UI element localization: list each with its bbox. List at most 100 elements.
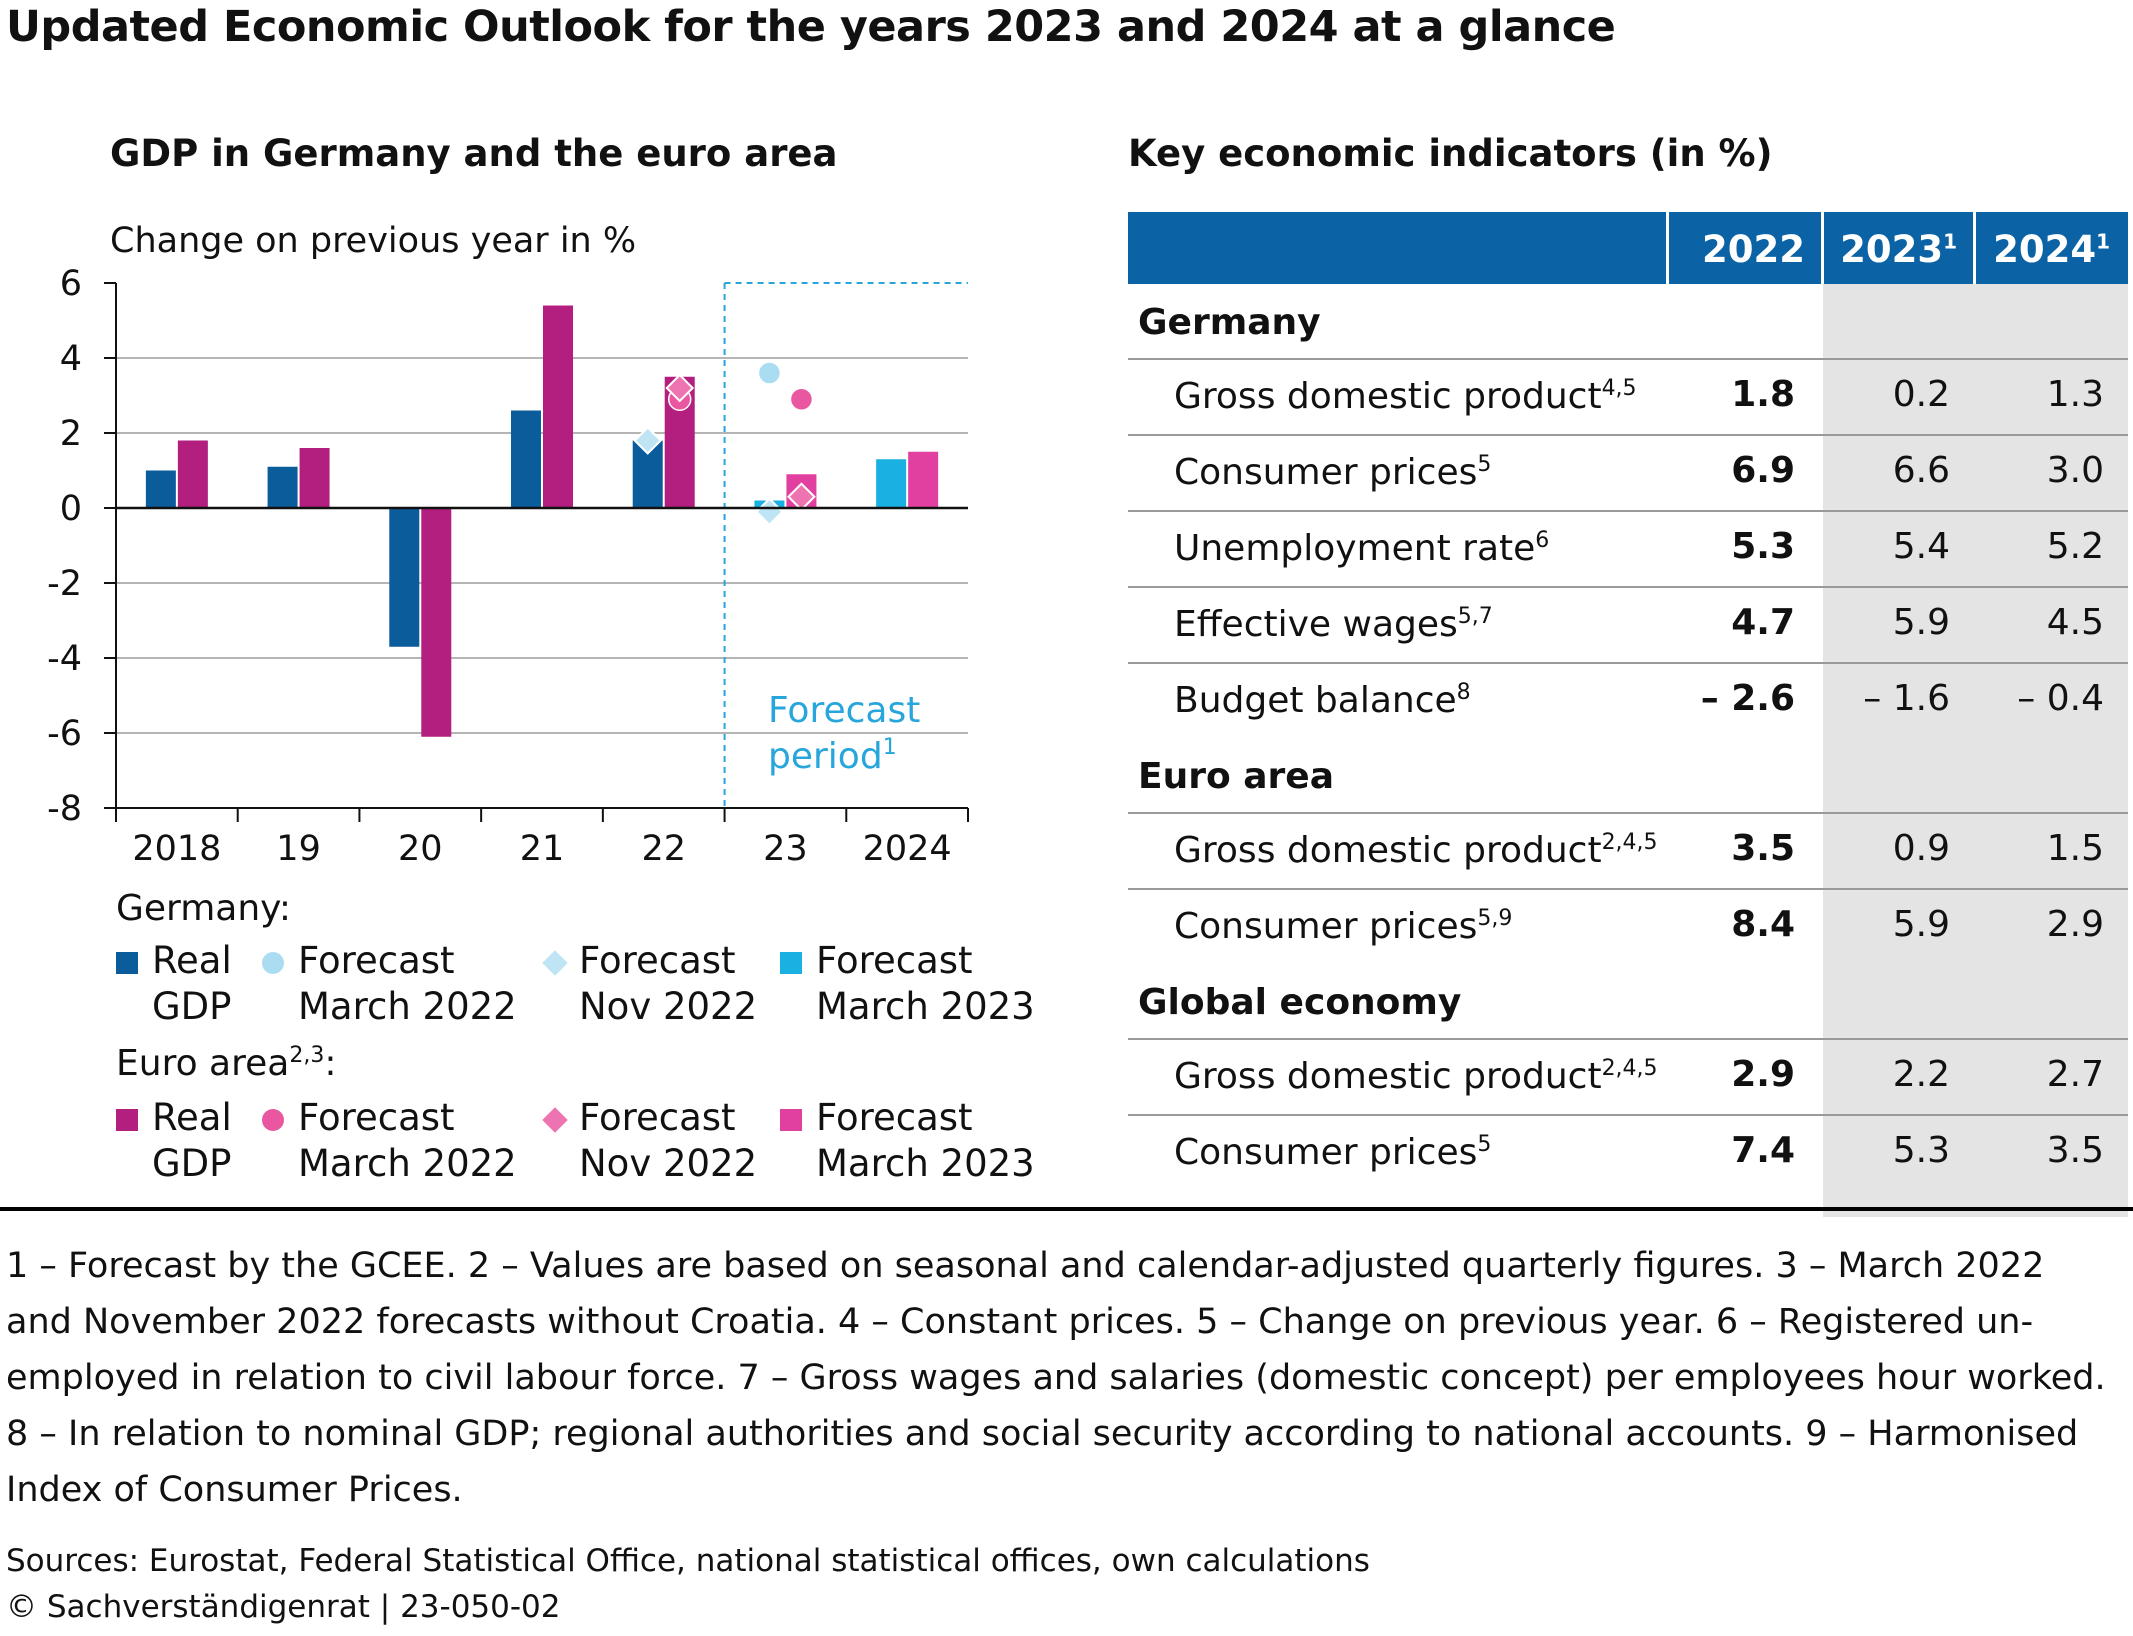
euro-bar-2018 [177, 440, 208, 508]
section-heading: Euro area [1138, 756, 1334, 797]
x-tick-label: 20 [398, 829, 443, 869]
y-tick-label: -8 [47, 789, 82, 829]
y-tick-label: 6 [60, 264, 82, 304]
header-2024: 20241 [1975, 212, 2128, 284]
footnotes: 1 – Forecast by the GCEE. 2 – Values are… [6, 1238, 2106, 1518]
cell-value: 5.4 [1892, 526, 1950, 567]
row-divider [1128, 812, 2128, 814]
x-tick-label: 22 [641, 829, 686, 869]
legend-germany-forecast-square [780, 952, 802, 974]
legend-label-line1: Forecast [579, 939, 736, 982]
footnote-line: 1 – Forecast by the GCEE. 2 – Values are… [6, 1246, 2045, 1286]
germany-forecast-mar2022-point [757, 361, 782, 385]
footnote-line: 8 – In relation to nominal GDP; regional… [6, 1414, 2079, 1454]
row-divider [1128, 1038, 2128, 1040]
legend-euro-circle [262, 1109, 284, 1131]
cell-value: 6.6 [1892, 450, 1950, 491]
copyright-line: © Sachverständigenrat | 23-050-02 [6, 1589, 561, 1625]
cell-value: 5.9 [1892, 602, 1950, 643]
cell-value: 1.3 [2046, 374, 2104, 415]
legend-label-line2: March 2023 [816, 985, 1035, 1028]
cell-value: 6.9 [1731, 450, 1795, 491]
row-label: Gross domestic product4,5 [1174, 376, 1637, 417]
legend-label-line1: Real [152, 1096, 232, 1139]
legend-label-line1: Forecast [298, 939, 455, 982]
germany-bar-21 [511, 410, 541, 508]
row-label: Gross domestic product2,4,5 [1174, 830, 1658, 871]
row-divider [1128, 586, 2128, 588]
row-divider [1128, 662, 2128, 664]
euro-forecast-nov2022-point [787, 482, 816, 512]
footnote-line: Index of Consumer Prices. [6, 1470, 463, 1510]
footnote-line: employed in relation to civil labour for… [6, 1358, 2106, 1398]
cell-value: – 2.6 [1700, 678, 1795, 719]
cell-value: 5.3 [1731, 526, 1795, 567]
legend-label-line2: GDP [152, 985, 232, 1028]
legend-germany-real-square [116, 952, 138, 974]
row-label: Consumer prices5 [1174, 452, 1492, 493]
cell-value: 5.9 [1892, 904, 1950, 945]
legend-label-line2: March 2023 [816, 1142, 1035, 1185]
legend-label-line1: Forecast [816, 1096, 973, 1139]
cell-value: 5.3 [1892, 1130, 1950, 1171]
legend-label-line2: March 2022 [298, 1142, 517, 1185]
cell-value: 2.7 [2046, 1054, 2104, 1095]
header-divider [1666, 212, 1669, 284]
row-label: Unemployment rate6 [1174, 528, 1550, 569]
cell-value: 0.9 [1892, 828, 1950, 869]
x-tick-label: 19 [276, 829, 321, 869]
y-tick-label: -6 [47, 714, 82, 754]
legend-label-line1: Forecast [816, 939, 973, 982]
cell-value: 3.5 [1731, 828, 1795, 869]
legend-euro-real-square [116, 1109, 138, 1131]
footnote-line: and November 2022 forecasts without Croa… [6, 1302, 2034, 1342]
germany-bar-20 [389, 508, 420, 647]
row-label: Consumer prices5 [1174, 1132, 1492, 1173]
legend-label-line2: March 2022 [298, 985, 517, 1028]
cell-value: 3.0 [2046, 450, 2104, 491]
legend-germany-title: Germany: [116, 888, 291, 929]
y-tick-label: 2 [60, 414, 82, 454]
section-heading: Global economy [1138, 982, 1462, 1023]
header-2023: 20231 [1823, 212, 1975, 284]
cell-value: 0.2 [1892, 374, 1950, 415]
cell-value: – 1.6 [1863, 678, 1950, 719]
x-tick-label: 2024 [863, 829, 952, 869]
x-tick-label: 21 [520, 829, 565, 869]
row-label: Gross domestic product2,4,5 [1174, 1056, 1658, 1097]
cell-value: 1.5 [2046, 828, 2104, 869]
header-divider [1973, 212, 1976, 284]
header-blank-cell [1128, 212, 1668, 284]
legend-germany-diamond [542, 950, 568, 976]
legend-euro-forecast-square [780, 1109, 802, 1131]
cell-value: 7.4 [1731, 1130, 1795, 1171]
euro-bar-21 [543, 305, 573, 508]
row-label: Budget balance8 [1174, 680, 1471, 721]
row-divider [1128, 434, 2128, 436]
euro-forecast-mar2022-point [789, 387, 814, 411]
cell-value: 2.9 [2046, 904, 2104, 945]
row-label: Effective wages5,7 [1174, 604, 1493, 645]
legend-label-line1: Forecast [298, 1096, 455, 1139]
x-tick-label: 2018 [132, 829, 221, 869]
page-title: Updated Economic Outlook for the years 2… [6, 2, 1616, 52]
cell-value: 8.4 [1731, 904, 1795, 945]
header-divider [1821, 212, 1824, 284]
euro-forecast-nov2022-point [665, 373, 695, 403]
row-divider [1128, 1114, 2128, 1116]
row-divider [1128, 510, 2128, 512]
table-heading: Key economic indicators (in %) [1128, 132, 1773, 175]
cell-value: 4.5 [2046, 602, 2104, 643]
legend-label-line2: GDP [152, 1142, 232, 1185]
legend-label-line1: Real [152, 939, 232, 982]
legend-euro-title: Euro area2,3: [116, 1043, 337, 1084]
forecast-label-line2: period1 [768, 735, 897, 777]
cell-value: 1.8 [1731, 374, 1795, 415]
x-tick-label: 23 [763, 829, 808, 869]
cell-value: 3.5 [2046, 1130, 2104, 1171]
euro-bar-19 [299, 448, 330, 508]
y-tick-label: -4 [47, 639, 82, 679]
row-divider [1128, 888, 2128, 890]
sources-line: Sources: Eurostat, Federal Statistical O… [6, 1543, 1370, 1579]
cell-value: 5.2 [2046, 526, 2104, 567]
